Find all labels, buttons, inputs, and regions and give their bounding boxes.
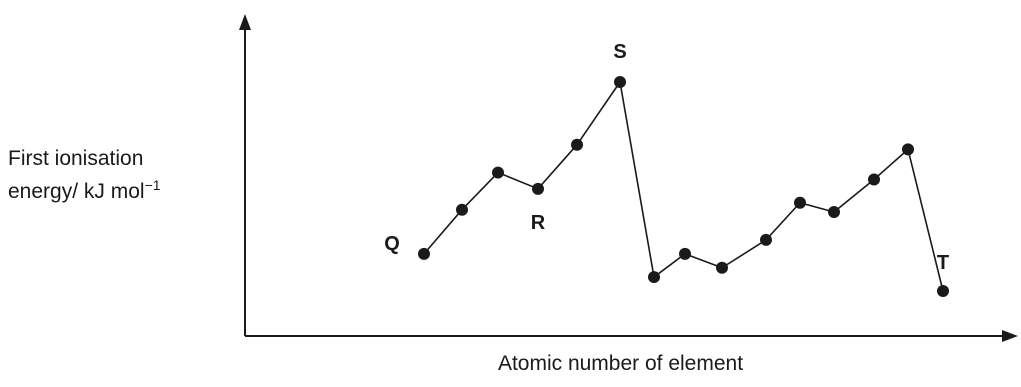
data-point-3: [492, 166, 504, 179]
data-point-15: [937, 285, 949, 297]
data-point-2: [456, 203, 468, 216]
y-axis-arrow: [239, 14, 251, 30]
data-point-5: [571, 138, 583, 151]
x-axis-arrow: [1002, 330, 1018, 342]
point-label-r: R: [531, 212, 546, 234]
data-point-1: [418, 247, 430, 260]
point-label-q: Q: [384, 233, 400, 255]
data-point-4: [532, 182, 544, 195]
x-axis-label: Atomic number of element: [497, 352, 744, 375]
y-axis-label-line1: First ionisation: [8, 147, 144, 170]
data-point-10: [760, 233, 772, 246]
data-point-12: [828, 206, 840, 219]
point-label-s: S: [613, 41, 626, 63]
data-point-14: [902, 143, 914, 156]
data-point-13: [868, 173, 880, 186]
data-point-7: [648, 271, 660, 284]
y-axis-label: First ionisation energy/ kJ mol−1: [8, 145, 161, 205]
data-point-9: [716, 261, 728, 274]
y-axis-label-line2: energy/ kJ mol−1: [8, 177, 161, 203]
data-point-6: [614, 76, 626, 88]
data-point-11: [794, 196, 806, 209]
data-point-8: [679, 247, 691, 260]
point-label-t: T: [937, 252, 949, 274]
